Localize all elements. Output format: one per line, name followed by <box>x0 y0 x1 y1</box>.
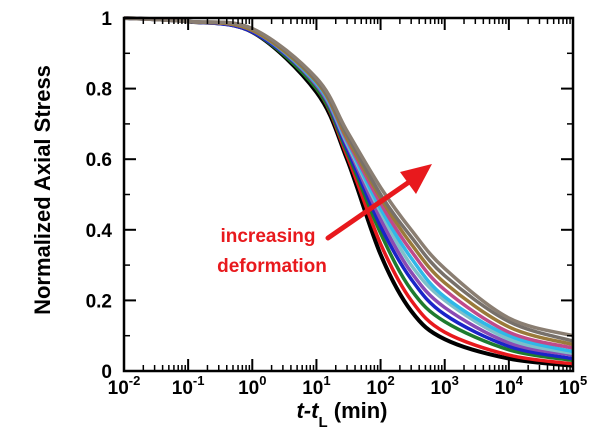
x-tick-labels: 10-2 10-1 100 101 102 103 104 105 <box>108 373 588 399</box>
series-line-3 <box>123 16 574 363</box>
annotation-arrow-head <box>400 164 432 194</box>
x-tick-label-base: 10 <box>495 378 516 399</box>
y-tick-label: 1 <box>101 9 112 30</box>
series-line-6 <box>123 16 574 356</box>
x-axis-label-subscript: L <box>318 414 327 431</box>
x-axis-label: t-tL (min) <box>296 398 387 431</box>
x-tick-label-base: 10 <box>559 378 580 399</box>
x-tick-label-exponent: -1 <box>193 373 205 388</box>
annotation-arrow-shaft <box>325 177 415 241</box>
annotation: increasing deformation <box>217 164 432 277</box>
x-axis-label-variable: t-t <box>296 398 320 423</box>
axis-ticks <box>123 17 574 372</box>
series-line-11 <box>123 16 574 338</box>
x-tick-label: 102 <box>366 373 394 399</box>
x-tick-label-exponent: 5 <box>580 373 587 388</box>
series-lines <box>123 16 574 368</box>
series-line-7 <box>123 16 574 354</box>
x-tick-label-base: 10 <box>108 378 129 399</box>
x-tick-label: 101 <box>302 373 330 399</box>
x-tick-label-exponent: 3 <box>452 373 459 388</box>
series-line-2 <box>123 16 574 366</box>
x-tick-label: 104 <box>495 373 524 399</box>
series-line-10 <box>123 16 574 343</box>
x-tick-label-base: 10 <box>302 378 323 399</box>
series-line-8 <box>123 16 574 350</box>
series-line-1 <box>123 16 574 368</box>
y-tick-label: 0.6 <box>86 150 112 171</box>
x-tick-label: 10-1 <box>172 373 205 399</box>
x-tick-label: 103 <box>431 373 459 399</box>
x-tick-label-exponent: 2 <box>388 373 395 388</box>
x-tick-label-exponent: 0 <box>259 373 266 388</box>
y-axis-label: Normalized Axial Stress <box>30 65 55 315</box>
x-tick-label-base: 10 <box>431 378 452 399</box>
x-tick-label-base: 10 <box>172 378 193 399</box>
series-line-4 <box>123 16 574 361</box>
x-tick-label-exponent: -2 <box>129 373 141 388</box>
x-tick-label-exponent: 1 <box>323 373 330 388</box>
x-tick-label-base: 10 <box>238 378 259 399</box>
x-tick-label-exponent: 4 <box>516 373 524 388</box>
x-tick-label: 105 <box>559 373 587 399</box>
x-tick-label-base: 10 <box>366 378 387 399</box>
annotation-line-1: increasing <box>220 226 315 247</box>
y-tick-label: 0.4 <box>86 221 113 242</box>
y-tick-labels: 0 0.2 0.4 0.6 0.8 1 <box>86 9 113 383</box>
x-tick-label: 10-2 <box>108 373 141 399</box>
x-axis-label-unit: (min) <box>328 398 388 423</box>
y-tick-label: 0.8 <box>86 80 112 101</box>
y-tick-label: 0 <box>101 362 112 383</box>
x-tick-label: 100 <box>238 373 266 399</box>
annotation-line-2: deformation <box>217 256 327 277</box>
series-line-9 <box>123 16 574 347</box>
y-tick-label: 0.2 <box>86 291 112 312</box>
series-line-5 <box>123 16 574 357</box>
